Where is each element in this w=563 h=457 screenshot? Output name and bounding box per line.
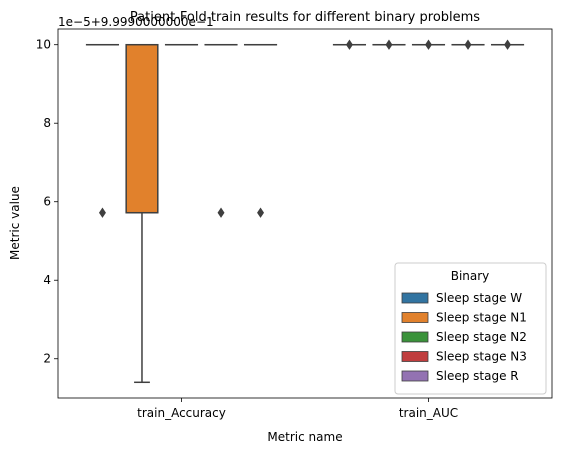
legend-swatch bbox=[402, 371, 428, 381]
y-tick-label: 10 bbox=[36, 38, 51, 52]
legend-swatch bbox=[402, 293, 428, 303]
legend-label: Sleep stage N1 bbox=[436, 311, 527, 325]
x-axis-label: Metric name bbox=[267, 430, 342, 444]
x-tick-label: train_Accuracy bbox=[137, 406, 226, 420]
y-axis-label: Metric value bbox=[8, 186, 22, 260]
legend: Binary Sleep stage W Sleep stage N1 Sleep … bbox=[395, 263, 546, 394]
legend-swatch bbox=[402, 313, 428, 323]
y-tick-label: 4 bbox=[43, 273, 51, 287]
legend-label: Sleep stage N2 bbox=[436, 330, 527, 344]
legend-swatch bbox=[402, 352, 428, 362]
y-tick-label: 8 bbox=[43, 116, 51, 130]
legend-title: Binary bbox=[451, 269, 490, 283]
legend-label: Sleep stage R bbox=[436, 369, 519, 383]
y-offset-label: 1e−5+9.9990000000e−1 bbox=[58, 15, 214, 29]
box-body bbox=[126, 45, 158, 213]
legend-label: Sleep stage N3 bbox=[436, 350, 527, 364]
y-tick-label: 6 bbox=[43, 195, 51, 209]
legend-swatch bbox=[402, 332, 428, 342]
legend-label: Sleep stage W bbox=[436, 291, 522, 305]
y-tick-label: 2 bbox=[43, 352, 51, 366]
x-tick-label: train_AUC bbox=[399, 406, 458, 420]
